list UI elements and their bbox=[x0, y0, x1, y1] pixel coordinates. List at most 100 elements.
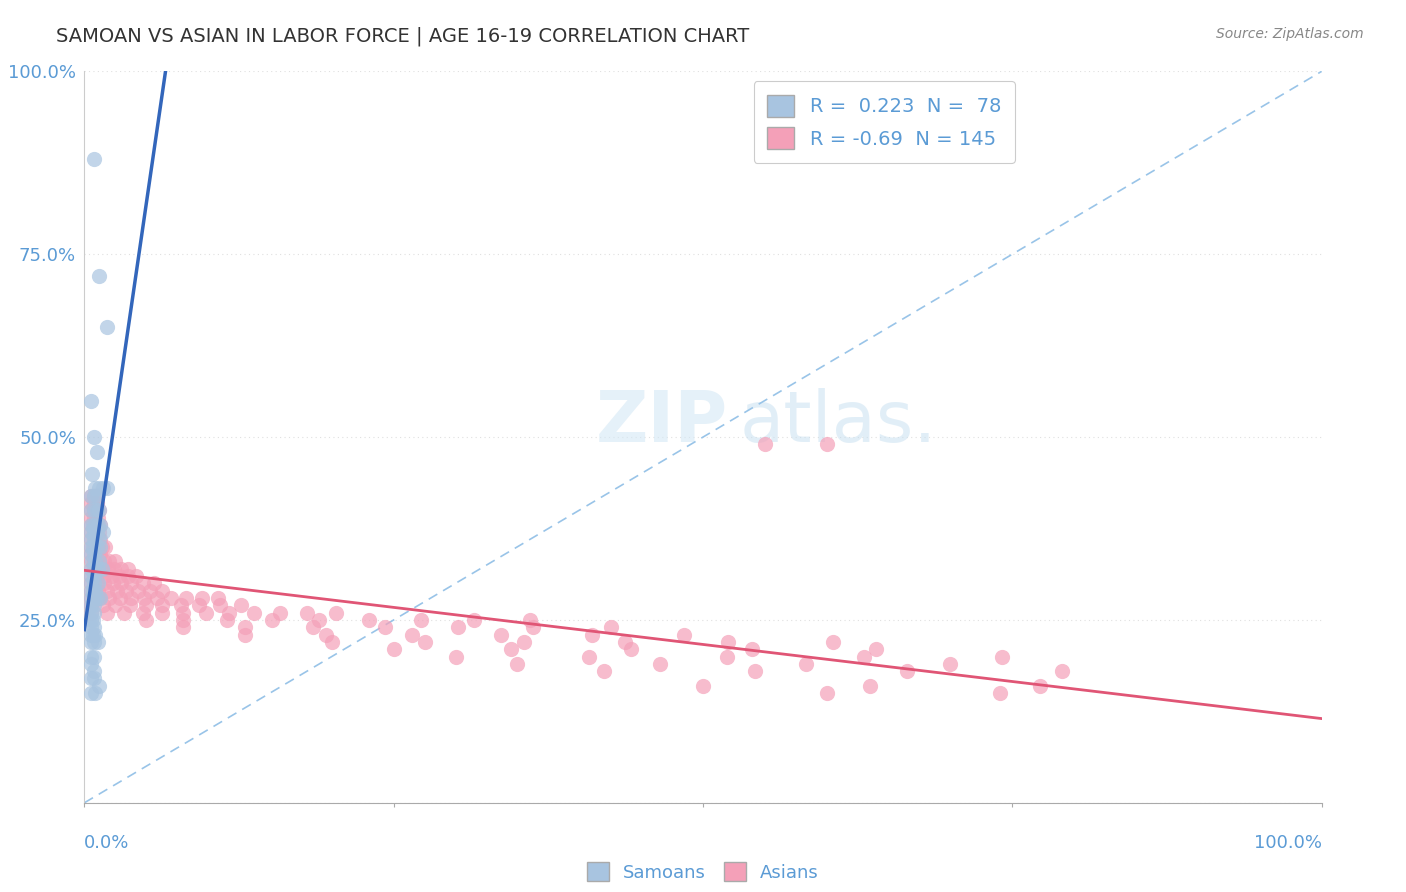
Point bbox=[108, 569, 131, 583]
Point bbox=[96, 320, 118, 334]
Point bbox=[84, 481, 107, 495]
Point bbox=[83, 533, 105, 547]
Point bbox=[233, 620, 256, 634]
Point bbox=[91, 481, 114, 495]
Point bbox=[243, 606, 266, 620]
Point bbox=[91, 525, 114, 540]
Point bbox=[84, 547, 107, 561]
Point bbox=[83, 576, 105, 591]
Point bbox=[89, 269, 111, 284]
Point bbox=[302, 620, 325, 634]
Point bbox=[84, 627, 107, 641]
Point bbox=[83, 635, 105, 649]
Point bbox=[815, 437, 838, 451]
Point bbox=[600, 620, 623, 634]
Point bbox=[90, 562, 112, 576]
Point bbox=[79, 554, 101, 568]
Point bbox=[83, 489, 105, 503]
Point bbox=[79, 627, 101, 641]
Point bbox=[401, 627, 423, 641]
Point bbox=[79, 672, 101, 686]
Point bbox=[79, 517, 101, 532]
Point bbox=[79, 503, 101, 517]
Point bbox=[86, 576, 108, 591]
Point bbox=[110, 562, 132, 576]
Point bbox=[209, 599, 232, 613]
Point bbox=[86, 489, 108, 503]
Point bbox=[83, 503, 105, 517]
Point bbox=[132, 591, 155, 605]
Point bbox=[79, 657, 101, 671]
Point bbox=[131, 576, 153, 591]
Point bbox=[1028, 679, 1050, 693]
Point bbox=[86, 517, 108, 532]
Point bbox=[512, 635, 534, 649]
Point bbox=[581, 627, 603, 641]
Point bbox=[89, 533, 111, 547]
Point bbox=[89, 517, 111, 532]
Text: SAMOAN VS ASIAN IN LABOR FORCE | AGE 16-19 CORRELATION CHART: SAMOAN VS ASIAN IN LABOR FORCE | AGE 16-… bbox=[56, 27, 749, 46]
Point bbox=[80, 554, 103, 568]
Point bbox=[86, 444, 108, 458]
Point bbox=[754, 437, 776, 451]
Point bbox=[86, 489, 108, 503]
Point bbox=[127, 583, 149, 598]
Point bbox=[231, 599, 253, 613]
Point bbox=[89, 591, 111, 605]
Point bbox=[104, 599, 127, 613]
Point bbox=[83, 430, 105, 444]
Point bbox=[150, 606, 173, 620]
Point bbox=[84, 533, 107, 547]
Point bbox=[447, 620, 470, 634]
Point bbox=[1050, 664, 1073, 678]
Point bbox=[83, 496, 105, 510]
Point bbox=[79, 591, 101, 605]
Point bbox=[170, 599, 193, 613]
Point bbox=[96, 583, 118, 598]
Point bbox=[139, 583, 162, 598]
Point bbox=[104, 554, 127, 568]
Point bbox=[821, 635, 844, 649]
Point bbox=[90, 540, 112, 554]
Point bbox=[315, 627, 337, 641]
Point bbox=[84, 562, 107, 576]
Point bbox=[896, 664, 918, 678]
Point bbox=[79, 620, 101, 634]
Point bbox=[89, 525, 111, 540]
Point bbox=[82, 583, 104, 598]
Point bbox=[87, 540, 110, 554]
Text: Source: ZipAtlas.com: Source: ZipAtlas.com bbox=[1216, 27, 1364, 41]
Point bbox=[79, 547, 101, 561]
Point bbox=[188, 599, 211, 613]
Point bbox=[79, 489, 101, 503]
Point bbox=[79, 517, 101, 532]
Point bbox=[86, 569, 108, 583]
Point bbox=[79, 496, 101, 510]
Point bbox=[89, 679, 111, 693]
Point bbox=[87, 635, 110, 649]
Point bbox=[79, 576, 101, 591]
Point bbox=[79, 547, 101, 561]
Point bbox=[988, 686, 1011, 700]
Point bbox=[83, 152, 105, 166]
Point bbox=[174, 591, 197, 605]
Point bbox=[83, 562, 105, 576]
Point bbox=[79, 393, 101, 408]
Point bbox=[125, 569, 148, 583]
Point bbox=[859, 679, 882, 693]
Point bbox=[409, 613, 432, 627]
Point bbox=[83, 620, 105, 634]
Point bbox=[79, 533, 101, 547]
Point bbox=[110, 591, 132, 605]
Point bbox=[413, 635, 436, 649]
Point bbox=[79, 649, 101, 664]
Point bbox=[89, 517, 111, 532]
Point bbox=[79, 562, 101, 576]
Point bbox=[96, 481, 118, 495]
Point bbox=[135, 613, 157, 627]
Point bbox=[83, 599, 105, 613]
Point bbox=[79, 635, 101, 649]
Point bbox=[135, 599, 157, 613]
Point bbox=[83, 649, 105, 664]
Point bbox=[79, 606, 101, 620]
